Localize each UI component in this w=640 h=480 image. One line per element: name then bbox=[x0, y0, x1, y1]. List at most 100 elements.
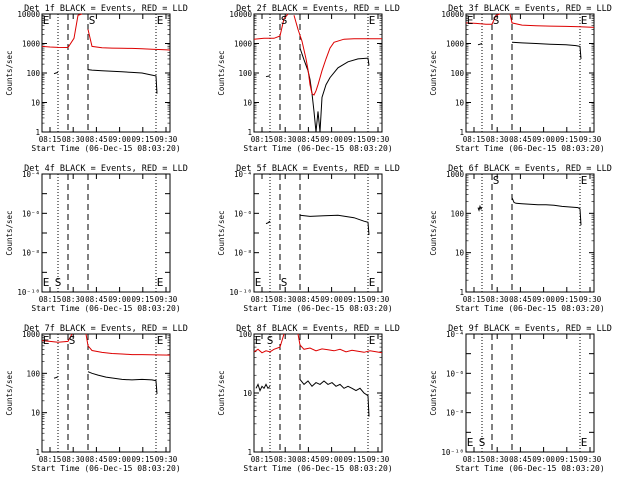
event-marker-e: E bbox=[581, 14, 588, 27]
panel-det-3f: Det 3f BLACK = Events, RED = LLD 1 10 100 10… bbox=[429, 4, 612, 153]
x-tick-label: 08:15 bbox=[463, 455, 486, 464]
event-marker-e: E bbox=[255, 276, 262, 289]
series-line-lld bbox=[41, 13, 83, 49]
x-tick-label: 09:00 bbox=[532, 295, 555, 304]
y-tick-label: 10000 bbox=[441, 10, 464, 19]
event-marker-e: E bbox=[255, 334, 262, 347]
y-tick-label: 10⁻¹⁰ bbox=[441, 448, 464, 457]
event-marker-s: S bbox=[89, 14, 96, 27]
y-tick-label: 10000 bbox=[229, 10, 252, 19]
series-line-lld bbox=[87, 29, 171, 51]
event-marker-e: E bbox=[157, 276, 164, 289]
y-tick-label: 10⁻⁶ bbox=[446, 369, 464, 378]
chart-title: Det 4f BLACK = Events, RED = LLD bbox=[24, 164, 188, 174]
series-line-events bbox=[265, 75, 271, 78]
event-marker-e: E bbox=[581, 174, 588, 187]
y-tick-label: 100 bbox=[26, 69, 40, 78]
event-marker-s: S bbox=[493, 174, 500, 187]
x-tick-label: 09:00 bbox=[108, 455, 131, 464]
x-tick-label: 09:15 bbox=[344, 135, 367, 144]
panel-det-2f: Det 2f BLACK = Events, RED = LLD 1 10 100 10… bbox=[217, 4, 400, 153]
event-marker-s: S bbox=[493, 14, 500, 27]
plot-frame bbox=[41, 333, 171, 453]
series-line-lld bbox=[41, 333, 73, 343]
y-tick-label: 10⁻⁴ bbox=[22, 170, 40, 179]
y-axis-label: Counts/sec bbox=[217, 370, 226, 415]
event-marker-s: S bbox=[281, 276, 288, 289]
x-tick-label: 08:30 bbox=[274, 295, 297, 304]
y-tick-label: 10⁻⁶ bbox=[22, 209, 40, 218]
plot-frame bbox=[41, 13, 171, 133]
event-marker-s: S bbox=[55, 276, 62, 289]
y-tick-label: 10 bbox=[31, 409, 41, 418]
y-tick-label: 1 bbox=[35, 448, 40, 457]
x-tick-label: 09:00 bbox=[320, 455, 343, 464]
series-line-events bbox=[511, 197, 582, 226]
y-tick-label: 10⁻⁸ bbox=[446, 409, 464, 418]
series-line-events bbox=[299, 214, 370, 235]
x-axis-label: Start Time (06-Dec-15 08:03:20) bbox=[31, 144, 180, 153]
chart-title: Det 2f BLACK = Events, RED = LLD bbox=[236, 4, 400, 14]
chart-title: Det 7f BLACK = Events, RED = LLD bbox=[24, 324, 188, 334]
x-tick-label: 09:30 bbox=[367, 135, 390, 144]
panel-det-6f: Det 6f BLACK = Events, RED = LLD 1 10 100 10… bbox=[429, 164, 612, 313]
event-marker-e: E bbox=[369, 276, 376, 289]
y-tick-label: 100 bbox=[450, 209, 464, 218]
y-tick-label: 1 bbox=[247, 128, 252, 137]
plot-frame bbox=[465, 13, 595, 133]
x-axis-label: Start Time (06-Dec-15 08:03:20) bbox=[31, 304, 180, 313]
x-tick-label: 08:15 bbox=[251, 455, 274, 464]
y-tick-label: 10⁻⁶ bbox=[234, 209, 252, 218]
x-tick-label: 09:30 bbox=[155, 455, 178, 464]
x-tick-label: 09:30 bbox=[367, 295, 390, 304]
x-tick-label: 08:45 bbox=[509, 295, 532, 304]
y-tick-label: 1000 bbox=[22, 330, 41, 339]
x-tick-label: 08:30 bbox=[486, 295, 509, 304]
event-marker-e: E bbox=[157, 14, 164, 27]
series-line-events bbox=[299, 379, 370, 417]
panel-det-9f: Det 9f BLACK = Events, RED = LLD 10⁻¹⁰ 10⁻… bbox=[429, 324, 612, 473]
x-tick-label: 08:30 bbox=[62, 455, 85, 464]
y-axis-label: Counts/sec bbox=[5, 210, 14, 255]
x-tick-label: 09:30 bbox=[579, 455, 602, 464]
event-marker-e: E bbox=[369, 334, 376, 347]
event-marker-s: S bbox=[69, 334, 76, 347]
x-tick-label: 08:30 bbox=[486, 455, 509, 464]
y-tick-label: 10⁻⁸ bbox=[22, 249, 40, 258]
x-tick-label: 08:30 bbox=[62, 135, 85, 144]
x-tick-label: 08:30 bbox=[274, 455, 297, 464]
x-axis-label: Start Time (06-Dec-15 08:03:20) bbox=[455, 144, 604, 153]
x-tick-label: 09:15 bbox=[556, 295, 579, 304]
series-line-lld bbox=[253, 333, 285, 354]
event-marker-s: S bbox=[281, 14, 288, 27]
x-axis-label: Start Time (06-Dec-15 08:03:20) bbox=[243, 304, 392, 313]
y-axis-label: Counts/sec bbox=[5, 50, 14, 95]
x-tick-label: 09:30 bbox=[579, 295, 602, 304]
y-tick-label: 10⁻¹⁰ bbox=[229, 288, 252, 297]
series-line-events bbox=[87, 69, 158, 94]
x-axis-label: Start Time (06-Dec-15 08:03:20) bbox=[31, 464, 180, 473]
y-axis-label: Counts/sec bbox=[5, 370, 14, 415]
series-line-events bbox=[477, 43, 483, 46]
x-tick-label: 08:45 bbox=[297, 135, 320, 144]
y-tick-label: 100 bbox=[26, 369, 40, 378]
y-tick-label: 10⁻⁴ bbox=[234, 170, 252, 179]
x-tick-label: 09:15 bbox=[132, 455, 155, 464]
series-line-lld bbox=[509, 13, 595, 28]
x-tick-label: 08:45 bbox=[85, 295, 108, 304]
series-line-events bbox=[477, 204, 483, 212]
panel-det-8f: Det 8f BLACK = Events, RED = LLD 1 10 100 Co… bbox=[217, 324, 400, 473]
x-tick-label: 08:15 bbox=[463, 135, 486, 144]
series-line-events bbox=[87, 371, 158, 394]
x-tick-label: 08:15 bbox=[39, 295, 62, 304]
x-tick-label: 09:30 bbox=[155, 295, 178, 304]
y-tick-label: 10 bbox=[455, 99, 465, 108]
plot-frame bbox=[41, 173, 171, 293]
x-axis-label: Start Time (06-Dec-15 08:03:20) bbox=[455, 464, 604, 473]
x-tick-label: 08:30 bbox=[274, 135, 297, 144]
event-marker-e: E bbox=[43, 14, 50, 27]
y-axis-label: Counts/sec bbox=[217, 50, 226, 95]
x-tick-label: 08:30 bbox=[62, 295, 85, 304]
x-axis-label: Start Time (06-Dec-15 08:03:20) bbox=[243, 144, 392, 153]
